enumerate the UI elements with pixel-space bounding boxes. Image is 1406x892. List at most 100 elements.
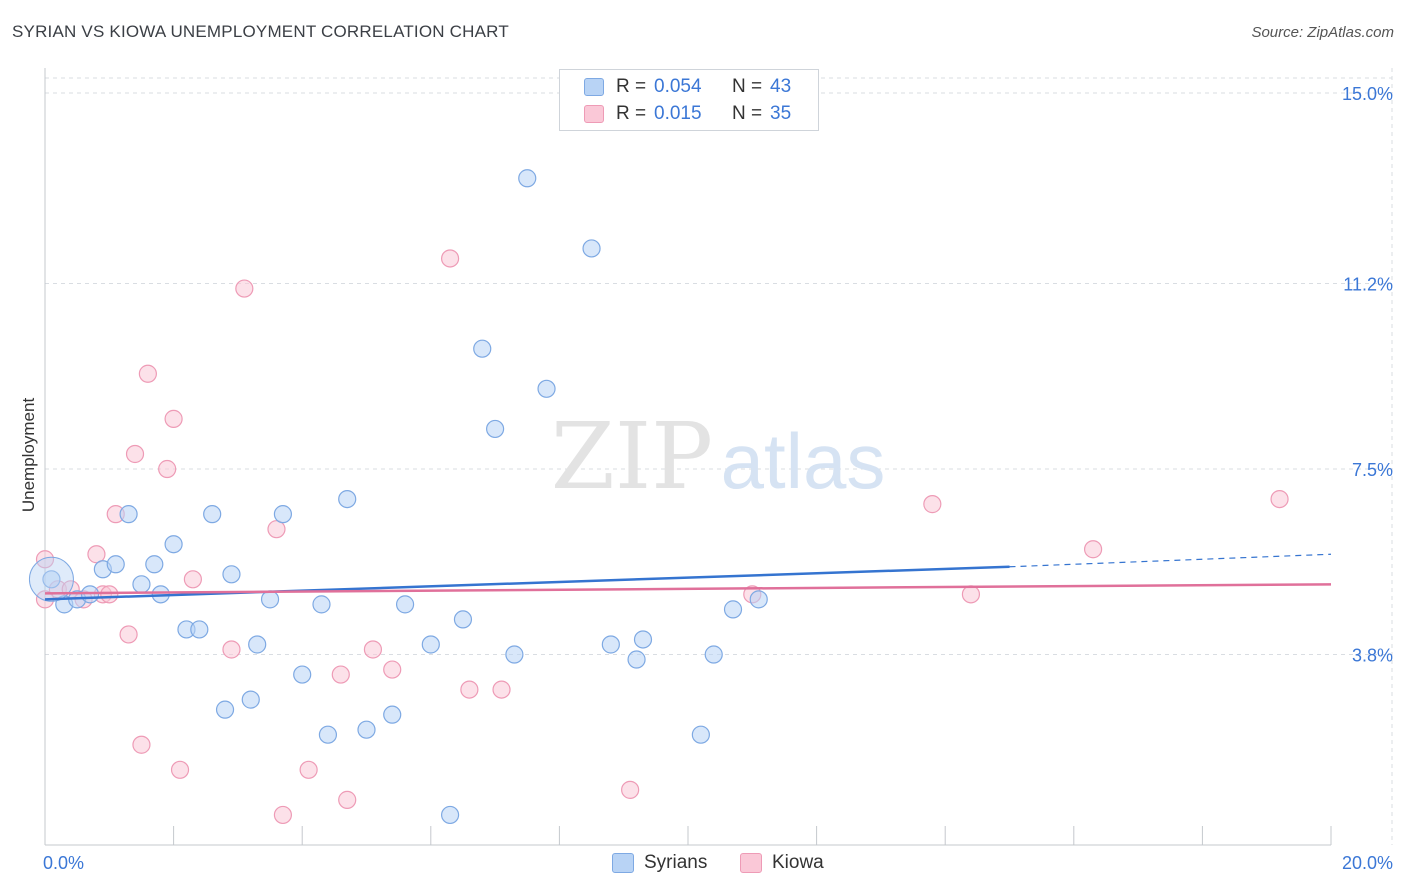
kiowa-point bbox=[440, 249, 460, 268]
syrians-point bbox=[473, 339, 492, 358]
legend-label-syrians: Syrians bbox=[644, 852, 708, 873]
kiowa-point bbox=[158, 459, 177, 479]
kiowa-point bbox=[338, 790, 357, 809]
syrians-point bbox=[704, 645, 723, 664]
syrians-point bbox=[312, 595, 331, 614]
legend-row-kiowa: R = 0.015 N = 35 bbox=[584, 103, 791, 125]
y-tick-label: 15.0% bbox=[1342, 84, 1393, 104]
series-legend: Syrians Kiowa bbox=[0, 852, 1406, 878]
syrians-point bbox=[421, 635, 440, 654]
syrians-point bbox=[383, 705, 402, 724]
syrians-point bbox=[145, 555, 164, 574]
kiowa-point bbox=[87, 545, 106, 564]
syrians-point bbox=[190, 620, 209, 639]
kiowa-point bbox=[119, 625, 138, 644]
legend-item-kiowa[interactable]: Kiowa bbox=[740, 852, 824, 874]
syrians-point bbox=[505, 645, 524, 664]
data-points bbox=[28, 169, 1289, 825]
syrians-point bbox=[749, 590, 768, 609]
kiowa-point bbox=[100, 585, 119, 604]
stats-legend: R = 0.054 N = 43 R = 0.015 N = 35 bbox=[559, 69, 819, 131]
kiowa-point bbox=[183, 570, 202, 589]
kiowa-point bbox=[299, 760, 318, 779]
n-value: 35 bbox=[770, 103, 792, 124]
kiowa-swatch bbox=[740, 853, 762, 873]
syrians-point bbox=[518, 169, 537, 188]
syrians-point bbox=[633, 630, 653, 649]
tick-labels: 3.8% 7.5% 11.2% 15.0% 0.0% 20.0% Unemployment bbox=[19, 84, 1393, 873]
syrians-point bbox=[601, 635, 620, 654]
kiowa-point bbox=[235, 279, 254, 298]
syrians-swatch bbox=[612, 853, 634, 873]
syrians-trend-extension bbox=[1009, 553, 1332, 568]
syrians-point bbox=[222, 565, 241, 584]
syrians-point bbox=[627, 650, 646, 669]
kiowa-point bbox=[621, 780, 640, 799]
x-tick-label: 20.0% bbox=[1342, 853, 1393, 873]
n-value: 43 bbox=[770, 76, 792, 97]
legend-label-kiowa: Kiowa bbox=[772, 852, 824, 873]
kiowa-point bbox=[222, 640, 241, 659]
trend-lines bbox=[44, 553, 1332, 601]
syrians-point bbox=[80, 585, 100, 604]
kiowa-point bbox=[132, 735, 151, 754]
legend-item-syrians[interactable]: Syrians bbox=[612, 852, 707, 874]
syrians-point bbox=[582, 239, 601, 258]
kiowa-point bbox=[331, 665, 350, 684]
r-value: 0.015 bbox=[654, 103, 702, 124]
syrians-point bbox=[440, 805, 460, 825]
n-label: N = bbox=[732, 76, 763, 97]
syrians-point bbox=[248, 635, 267, 654]
kiowa-point bbox=[273, 805, 293, 825]
y-tick-label: 7.5% bbox=[1352, 460, 1393, 480]
syrians-point bbox=[486, 419, 505, 439]
y-tick-label: 3.8% bbox=[1352, 646, 1393, 666]
r-value: 0.054 bbox=[654, 76, 702, 97]
x-tick-label: 0.0% bbox=[43, 853, 84, 873]
kiowa-trend-line bbox=[44, 583, 1332, 595]
syrians-point-large bbox=[28, 556, 74, 602]
syrians-point bbox=[338, 489, 357, 509]
kiowa-point bbox=[138, 364, 157, 383]
syrians-point bbox=[132, 575, 151, 594]
kiowa-swatch bbox=[584, 105, 604, 123]
watermark: ZIP atlas bbox=[551, 403, 885, 510]
syrians-point bbox=[537, 379, 556, 398]
syrians-trend-line bbox=[44, 565, 1010, 601]
syrians-point bbox=[293, 665, 312, 684]
kiowa-point bbox=[460, 680, 479, 699]
kiowa-point bbox=[383, 660, 402, 679]
grid-lines bbox=[45, 68, 1393, 845]
syrians-point bbox=[119, 505, 138, 524]
chart-title: SYRIAN VS KIOWA UNEMPLOYMENT CORRELATION… bbox=[12, 22, 509, 41]
kiowa-point bbox=[267, 520, 286, 539]
kiowa-point bbox=[1270, 489, 1289, 509]
syrians-point bbox=[723, 600, 743, 619]
kiowa-point bbox=[923, 495, 942, 514]
kiowa-point bbox=[125, 444, 145, 464]
y-tick-label: 11.2% bbox=[1343, 275, 1393, 295]
syrians-point bbox=[691, 725, 710, 744]
syrians-point bbox=[106, 555, 125, 574]
syrians-point bbox=[241, 690, 260, 709]
kiowa-point bbox=[164, 409, 183, 428]
kiowa-point bbox=[170, 760, 190, 779]
axes bbox=[44, 68, 1332, 846]
source-label: Source: ZipAtlas.com bbox=[1251, 24, 1394, 41]
legend-row-syrians: R = 0.054 N = 43 bbox=[584, 76, 791, 98]
syrians-point bbox=[215, 700, 235, 719]
y-axis-label: Unemployment bbox=[19, 398, 38, 513]
r-label: R = bbox=[616, 76, 647, 97]
watermark-atlas: atlas bbox=[721, 417, 886, 505]
n-label: N = bbox=[732, 103, 763, 124]
watermark-zip: ZIP bbox=[551, 403, 713, 510]
syrians-point bbox=[453, 610, 473, 629]
syrians-point bbox=[260, 590, 280, 609]
syrians-swatch bbox=[584, 78, 604, 96]
syrians-point bbox=[273, 505, 293, 524]
kiowa-point bbox=[35, 550, 55, 569]
syrians-point bbox=[395, 595, 415, 614]
syrians-point bbox=[318, 725, 338, 744]
kiowa-point bbox=[1083, 540, 1103, 559]
